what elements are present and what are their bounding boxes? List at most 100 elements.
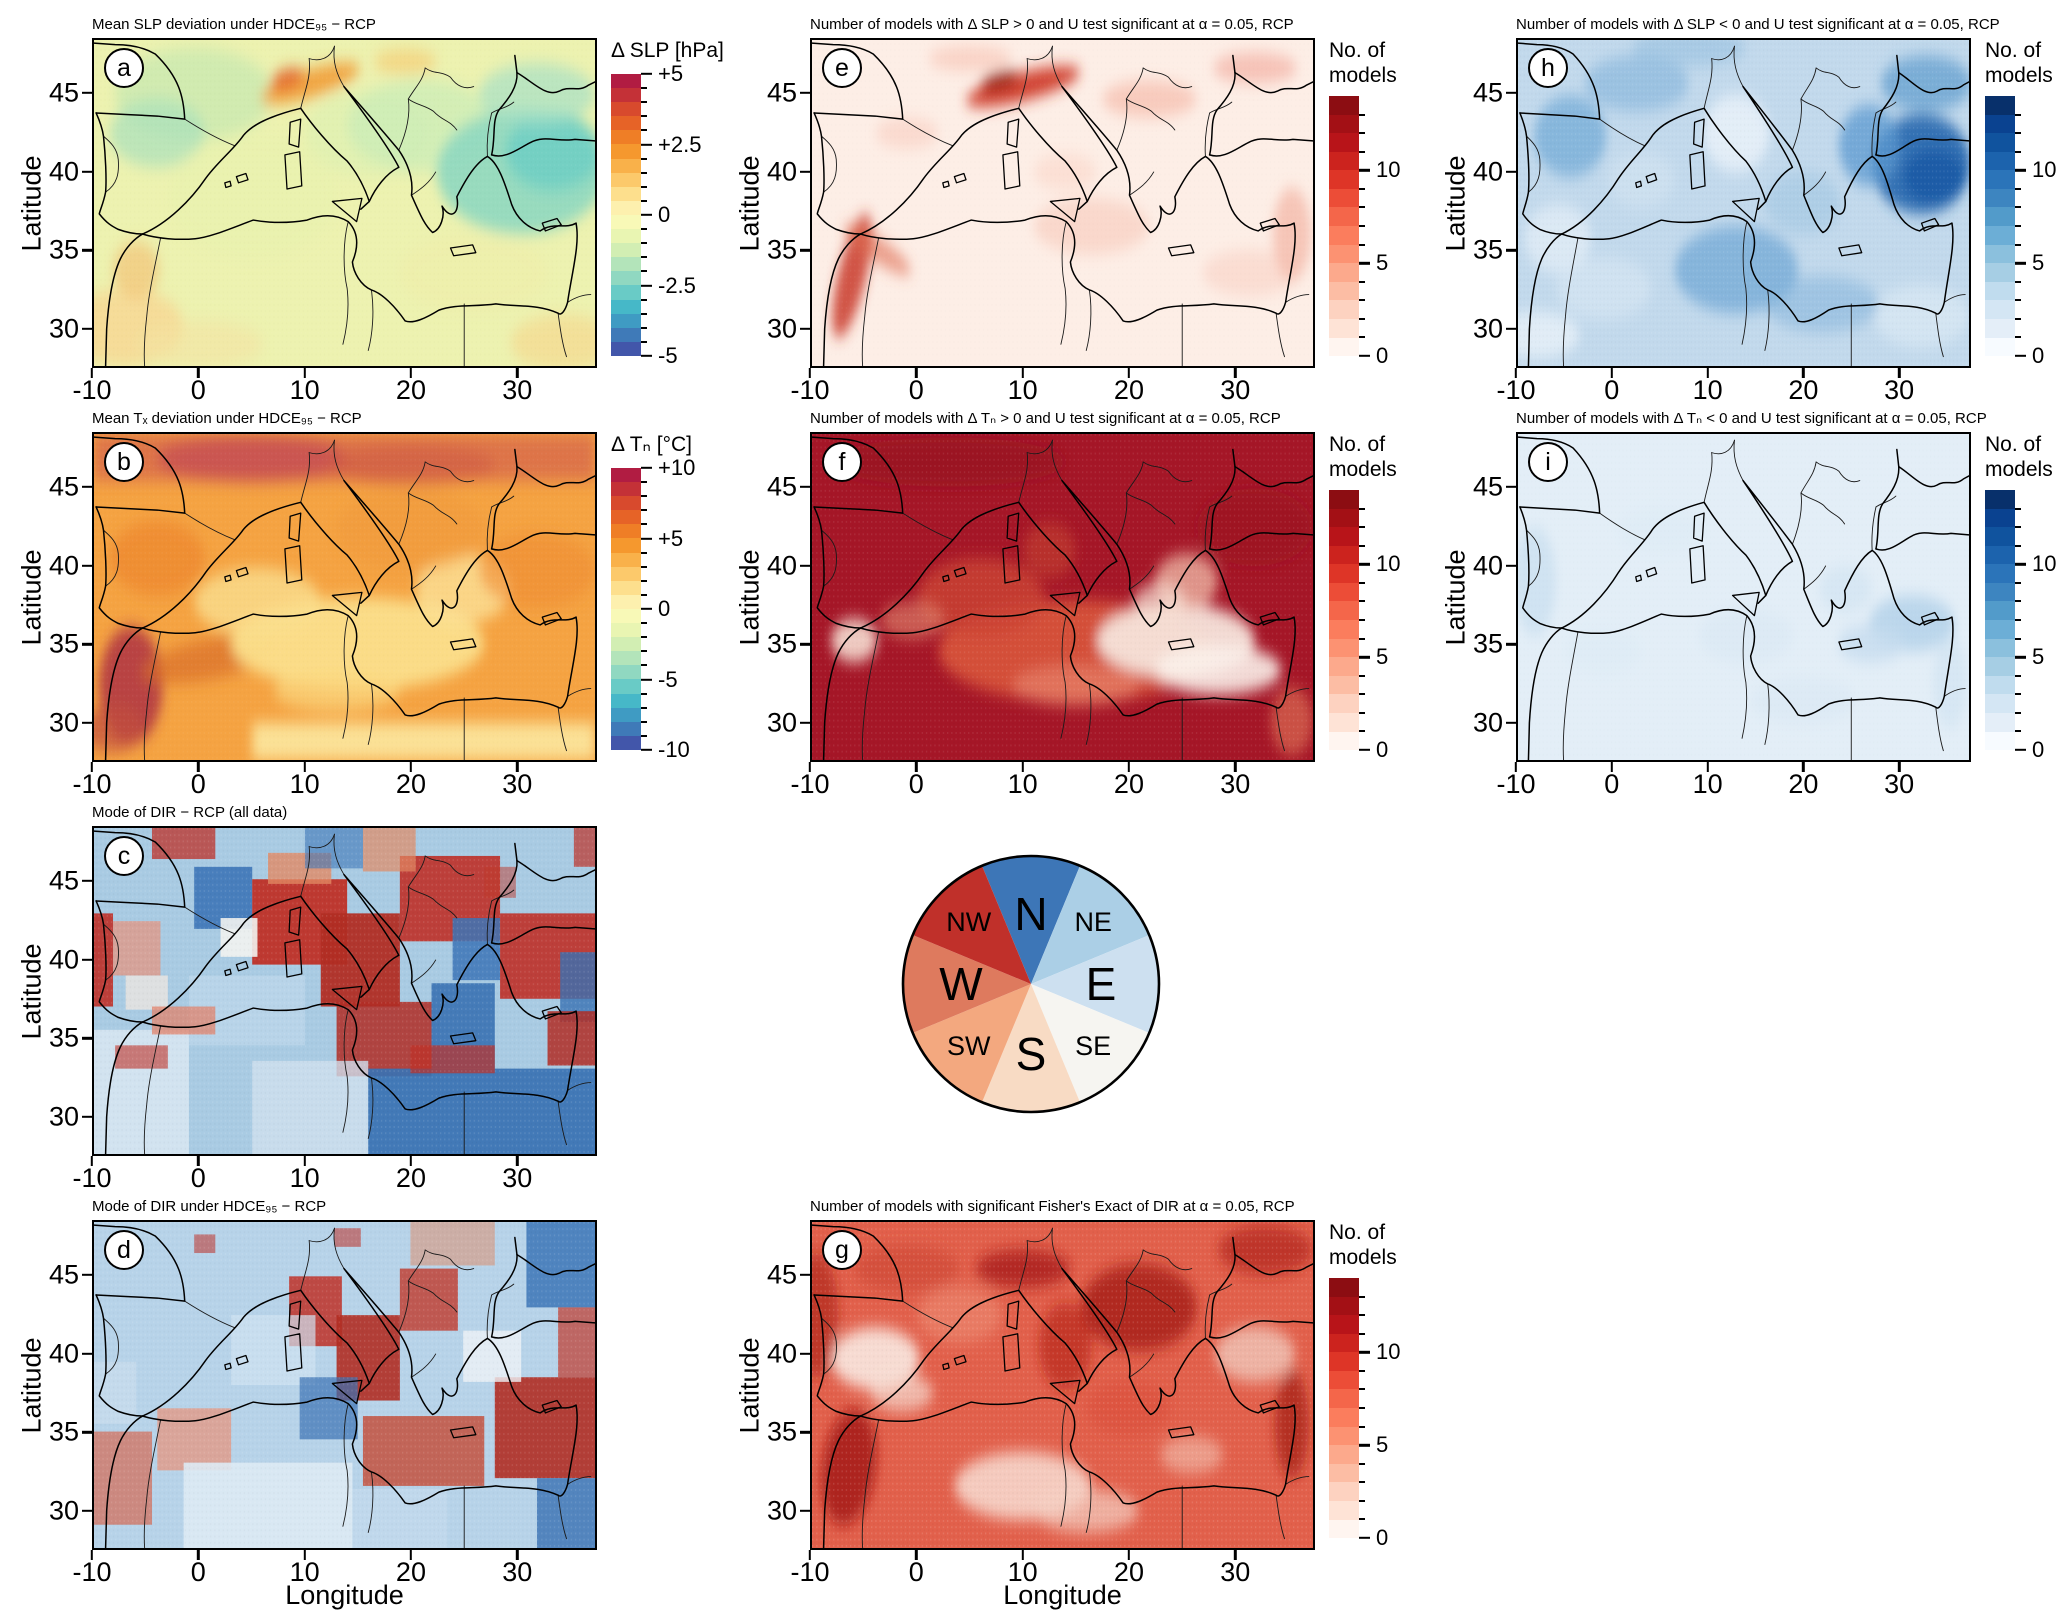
x-tick-label: 20 xyxy=(1113,1557,1144,1587)
y-axis: 45 40 35 30 xyxy=(1470,432,1516,762)
y-tick-label: 30 xyxy=(766,313,797,344)
x-tick-label: 10 xyxy=(289,769,320,799)
map-plot-g: g xyxy=(810,1220,1315,1550)
colorbar-minor-tick xyxy=(641,551,647,554)
colorbar-major-tick xyxy=(641,466,652,470)
colorbar-gradient xyxy=(1985,96,2015,357)
panel-e: Number of models with Δ SLP > 0 and U te… xyxy=(735,14,1429,405)
colorbar-b: Δ Tₙ [°C] +10 +5 0 -5 -10 xyxy=(611,432,711,762)
colorbar-tick-label: +5 xyxy=(658,525,684,551)
y-tick-mark xyxy=(82,1036,92,1040)
y-tick-mark xyxy=(800,721,810,724)
x-tick-label: 10 xyxy=(1007,375,1038,405)
colorbar-minor-tick xyxy=(2015,113,2021,116)
y-tick-label: 30 xyxy=(766,1495,797,1526)
colorbar-tick-label: -10 xyxy=(658,737,690,762)
colorbar-minor-tick xyxy=(2015,619,2021,621)
x-tick-mark xyxy=(409,762,413,772)
colorbar-minor-tick xyxy=(641,312,647,315)
y-axis-label: Latitude xyxy=(1440,548,1471,646)
y-tick-mark xyxy=(82,485,92,489)
x-tick-label: 30 xyxy=(1884,375,1915,405)
colorbar-minor-tick xyxy=(641,579,647,582)
panel-c: Mode of DIR − RCP (all data) Latitude 45… xyxy=(17,802,597,1193)
colorbar-minor-tick xyxy=(641,87,647,90)
x-tick-mark xyxy=(1234,762,1237,772)
colorbar-minor-tick xyxy=(1359,526,1365,529)
x-tick-label: 0 xyxy=(908,375,924,405)
colorbar-minor-tick xyxy=(641,664,647,667)
y-tick-mark xyxy=(82,327,92,330)
map-plot-b: b xyxy=(92,432,597,762)
colorbar-minor-tick xyxy=(641,720,647,723)
y-tick-label: 30 xyxy=(1472,313,1503,344)
map-plot-d: d xyxy=(92,1220,597,1550)
colorbar-tick-label: 10 xyxy=(1376,1339,1401,1365)
y-tick-label: 45 xyxy=(766,1259,797,1290)
colorbar-minor-tick xyxy=(641,185,647,188)
panel-letter-badge: a xyxy=(104,48,144,88)
y-tick-label: 45 xyxy=(1472,471,1503,502)
panel-d: Mode of DIR under HDCE₉₅ − RCP Latitude … xyxy=(17,1196,597,1609)
x-tick-mark xyxy=(1514,368,1518,378)
colorbar-major-tick xyxy=(1359,1536,1370,1540)
colorbar-tick-label: -2.5 xyxy=(658,272,696,298)
x-tick-label: -10 xyxy=(72,1163,112,1193)
map-b xyxy=(94,434,595,760)
y-tick-label: 40 xyxy=(766,1338,797,1369)
panel-d-title: Mode of DIR under HDCE₉₅ − RCP xyxy=(92,1198,327,1215)
colorbar-minor-tick xyxy=(641,622,647,625)
colorbar-minor-tick xyxy=(641,171,647,174)
panel-e-title: Number of models with Δ SLP > 0 and U te… xyxy=(810,16,1294,33)
x-tick-label: 20 xyxy=(1788,375,1819,405)
x-tick-mark xyxy=(915,762,918,772)
y-tick-label: 45 xyxy=(48,471,79,502)
x-tick-mark xyxy=(409,368,413,378)
colorbar-minor-tick xyxy=(641,326,647,329)
svg-text:NW: NW xyxy=(946,907,991,937)
x-tick-label: -10 xyxy=(1496,769,1536,799)
x-tick-mark xyxy=(808,762,812,772)
y-tick-mark xyxy=(800,1509,810,1512)
colorbar-minor-tick xyxy=(1359,243,1365,246)
x-tick-label: 30 xyxy=(1220,1557,1251,1587)
colorbar-minor-tick xyxy=(1359,150,1365,153)
colorbar-tick-label: 0 xyxy=(2032,343,2045,368)
y-tick-label: 30 xyxy=(48,1101,79,1132)
x-tick-mark xyxy=(197,1550,200,1560)
colorbar-major-tick xyxy=(2015,655,2026,659)
panel-letter-badge: b xyxy=(104,442,144,482)
panel-h: Number of models with Δ SLP < 0 and U te… xyxy=(1441,14,2065,405)
colorbar-minor-tick xyxy=(2015,711,2021,714)
x-tick-mark xyxy=(516,762,519,772)
svg-text:NE: NE xyxy=(1074,907,1112,937)
map-i xyxy=(1518,434,1969,760)
colorbar-gradient xyxy=(611,468,641,750)
x-tick-label: -10 xyxy=(1496,375,1536,405)
x-tick-label: -10 xyxy=(790,375,830,405)
y-tick-label: 30 xyxy=(48,313,79,344)
colorbar-minor-tick xyxy=(641,157,647,160)
y-tick-mark xyxy=(800,1273,810,1277)
colorbar-minor-tick xyxy=(641,706,647,709)
colorbar-minor-tick xyxy=(1359,1518,1365,1521)
y-axis: 45 40 35 30 xyxy=(764,1220,810,1550)
colorbar-minor-tick xyxy=(2015,187,2021,190)
colorbar-minor-tick xyxy=(1359,711,1365,714)
x-tick-label: 10 xyxy=(1692,375,1723,405)
colorbar-minor-tick xyxy=(641,228,647,231)
colorbar-major-tick xyxy=(2015,169,2026,172)
x-tick-mark xyxy=(808,1550,812,1560)
y-tick-mark xyxy=(1506,170,1516,173)
colorbar-minor-tick xyxy=(641,495,647,498)
y-tick-label: 30 xyxy=(48,707,79,738)
y-tick-label: 35 xyxy=(1472,234,1503,265)
x-tick-mark xyxy=(1514,762,1518,772)
colorbar-major-tick xyxy=(641,748,652,752)
x-tick-mark xyxy=(1610,762,1613,772)
y-tick-label: 40 xyxy=(48,1338,79,1369)
colorbar-minor-tick xyxy=(1359,187,1365,190)
x-tick-label: 0 xyxy=(190,375,206,405)
colorbar-minor-tick xyxy=(641,256,647,259)
colorbar-tick-label: 0 xyxy=(1376,1525,1389,1550)
